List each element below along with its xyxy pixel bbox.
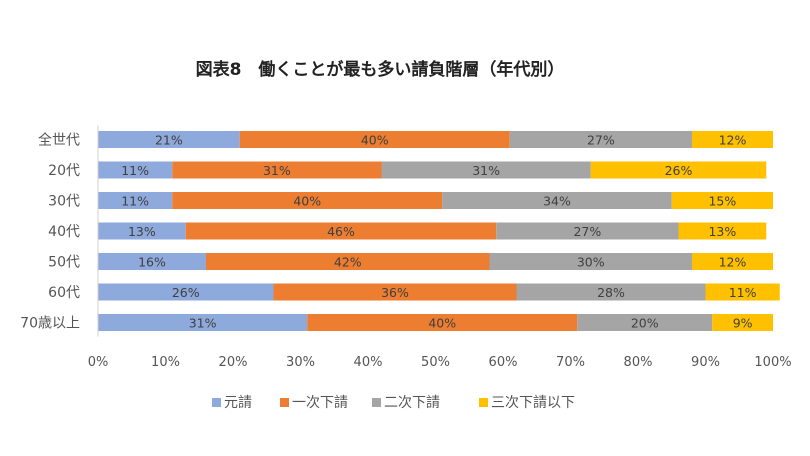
data-label: 11% — [729, 285, 757, 300]
bar-segment — [577, 314, 713, 331]
bar-segment — [442, 192, 672, 209]
bar-segment — [489, 253, 692, 270]
bar-segment — [185, 222, 497, 240]
data-label: 27% — [587, 133, 615, 148]
bar-segment — [98, 161, 173, 179]
x-tick-label: 80% — [624, 355, 653, 370]
bar-segment — [705, 283, 780, 301]
category-label: 全世代 — [38, 132, 80, 149]
legend-label: 三次下請以下 — [491, 395, 575, 411]
bar-segment — [98, 131, 240, 148]
legend-label: 一次下請 — [292, 395, 348, 411]
data-label: 34% — [543, 194, 571, 209]
category-label: 40代 — [48, 224, 80, 240]
bar-segment — [307, 314, 578, 331]
bar-segment — [496, 222, 679, 240]
data-label: 20% — [631, 316, 659, 331]
category-label: 60代 — [48, 285, 80, 301]
x-tick-label: 100% — [754, 355, 791, 370]
x-tick-label: 30% — [286, 355, 315, 370]
category-label: 50代 — [48, 255, 80, 271]
data-label: 46% — [327, 224, 355, 239]
data-label: 13% — [708, 224, 736, 239]
legend-label: 二次下請 — [384, 395, 440, 411]
bar-segment — [273, 283, 517, 301]
legend: 元請 一次下請 二次下請 三次下請以下 — [212, 395, 575, 411]
x-axis-ticks: 0% 10% 20% 30% 40% 50% 60% 70% 80% 90% 100% — [88, 125, 792, 370]
category-labels: 全世代 20代 30代 40代 50代 60代 70歳以上 — [20, 132, 80, 332]
data-label: 42% — [334, 255, 362, 270]
bar-segment — [172, 161, 382, 179]
data-label: 31% — [263, 163, 291, 178]
bar-segment — [692, 131, 773, 148]
bar-segment — [692, 253, 773, 270]
legend-swatch — [479, 398, 488, 407]
x-tick-label: 0% — [88, 355, 109, 370]
data-label: 15% — [708, 194, 736, 209]
category-label: 30代 — [48, 194, 80, 210]
data-label: 13% — [128, 224, 156, 239]
data-label: 11% — [121, 163, 149, 178]
bar-segment — [98, 253, 206, 270]
category-label: 20代 — [48, 163, 80, 179]
data-label: 26% — [172, 285, 200, 300]
category-label: 70歳以上 — [20, 316, 80, 332]
x-tick-label: 20% — [219, 355, 248, 370]
x-tick-label: 60% — [489, 355, 518, 370]
data-label: 31% — [189, 316, 217, 331]
data-label: 27% — [573, 224, 601, 239]
data-label: 21% — [155, 133, 183, 148]
data-label: 12% — [719, 255, 747, 270]
data-label: 40% — [361, 133, 389, 148]
data-label: 40% — [293, 194, 321, 209]
data-label: 28% — [597, 285, 625, 300]
x-tick-label: 10% — [151, 355, 180, 370]
bar-segment — [239, 131, 510, 148]
bar-segment — [98, 222, 186, 240]
x-tick-label: 50% — [421, 355, 450, 370]
data-label: 40% — [428, 316, 456, 331]
legend-label: 元請 — [224, 395, 252, 411]
data-label: 11% — [121, 194, 149, 209]
data-label: 26% — [665, 163, 693, 178]
bar-segment — [98, 314, 308, 331]
x-tick-label: 90% — [691, 355, 720, 370]
data-label: 16% — [138, 255, 166, 270]
data-label: 30% — [577, 255, 605, 270]
bar-segment — [206, 253, 490, 270]
chart-title: 図表8 働くことが最も多い請負階層（年代別） — [196, 59, 565, 80]
bar-segment — [712, 314, 773, 331]
data-label: 31% — [472, 163, 500, 178]
legend-swatch — [212, 398, 221, 407]
legend-swatch — [280, 398, 289, 407]
data-label: 9% — [733, 316, 753, 331]
x-tick-label: 70% — [556, 355, 585, 370]
bar-segment — [509, 131, 692, 148]
legend-swatch — [372, 398, 381, 407]
bar-segment — [381, 161, 591, 179]
bar-segment — [678, 222, 767, 240]
bar-segment — [671, 192, 773, 209]
bar-segment — [516, 283, 706, 301]
data-label: 36% — [381, 285, 409, 300]
data-label: 12% — [719, 133, 747, 148]
bars-group: 21% 40% 27% 12% 11% 31% 31% 26% 11% 40% 34% 15% 13% 4… — [98, 131, 780, 331]
bar-segment — [98, 283, 274, 301]
bar-segment — [98, 192, 173, 209]
bar-segment — [590, 161, 767, 179]
bar-segment — [172, 192, 443, 209]
x-tick-label: 40% — [354, 355, 383, 370]
